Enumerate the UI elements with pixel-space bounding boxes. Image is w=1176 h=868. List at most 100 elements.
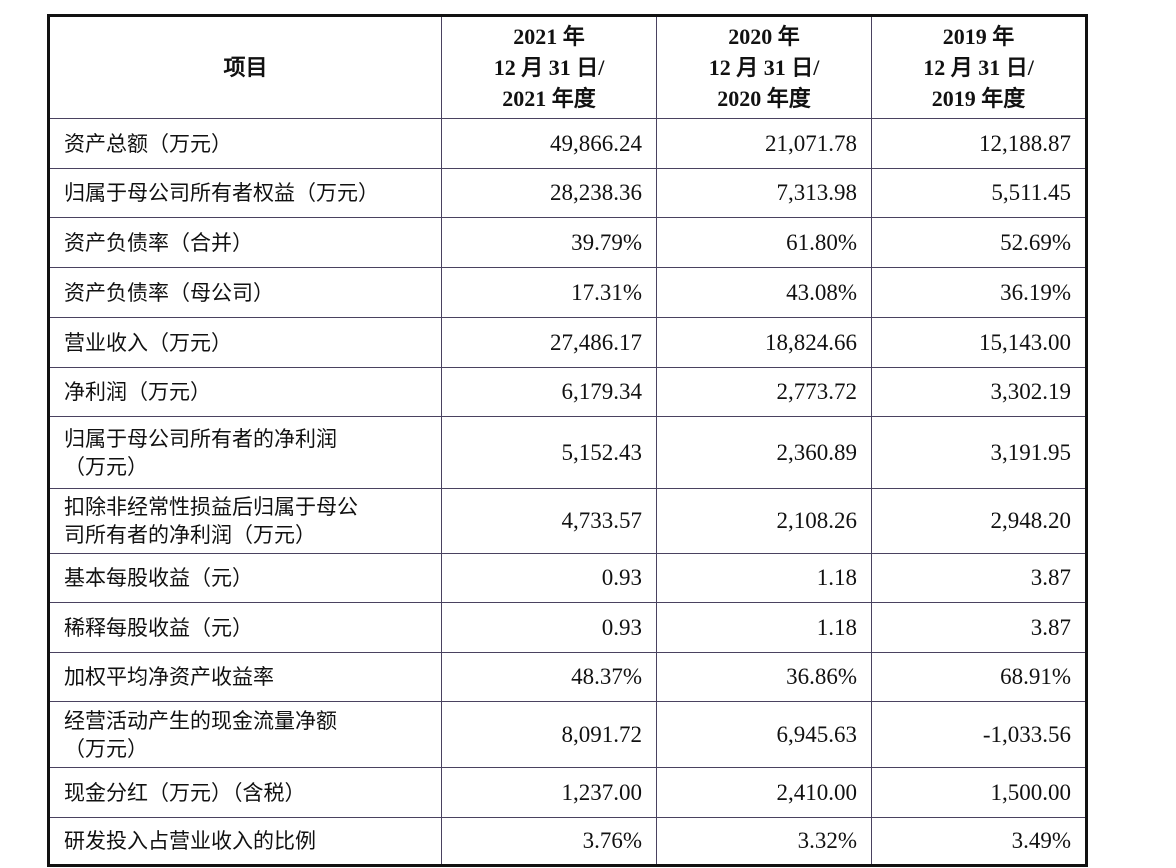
table-row: 归属于母公司所有者的净利润 （万元） 5,152.43 2,360.89 3,191.9… bbox=[48, 416, 1087, 489]
cell-value: 2,773.72 bbox=[656, 367, 872, 417]
header-year-2: 2020 年 12 月 31 日/2020 年度 bbox=[656, 15, 872, 119]
cell-value: -1,033.56 bbox=[871, 701, 1087, 768]
cell-value: 3.32% bbox=[656, 817, 872, 866]
cell-value: 2,410.00 bbox=[656, 767, 872, 818]
header-line: 2019 年度 bbox=[931, 86, 1026, 111]
row-label-line: 加权平均净资产收益率 bbox=[64, 665, 274, 689]
cell-value: 18,824.66 bbox=[656, 317, 872, 368]
table-row: 资产总额（万元） 49,866.24 21,071.78 12,188.87 bbox=[48, 118, 1087, 169]
row-label-line: 司所有者的净利润（万元） bbox=[64, 523, 316, 547]
row-label: 营业收入（万元） bbox=[48, 317, 442, 368]
row-label-line: 资产负债率（母公司） bbox=[64, 280, 274, 305]
cell-value: 15,143.00 bbox=[871, 317, 1087, 368]
cell-value: 0.93 bbox=[441, 553, 657, 603]
cell-value: 2,360.89 bbox=[656, 416, 872, 489]
header-item: 项目 bbox=[48, 15, 442, 119]
cell-value: 68.91% bbox=[871, 652, 1087, 702]
cell-value: 2,108.26 bbox=[656, 488, 872, 554]
row-label-line: （万元） bbox=[64, 736, 148, 761]
header-line: 2019 年 bbox=[942, 24, 1015, 49]
header-line: 12 月 31 日/ bbox=[493, 55, 605, 80]
table-row: 加权平均净资产收益率 48.37% 36.86% 68.91% bbox=[48, 652, 1087, 702]
row-label: 扣除非经常性损益后归属于母公 司所有者的净利润（万元） bbox=[48, 488, 442, 554]
row-label-line: 营业收入（万元） bbox=[64, 330, 232, 355]
row-label: 资产负债率（合并） bbox=[48, 217, 442, 268]
header-line: 2021 年度 bbox=[502, 86, 596, 111]
header-year-1: 2021 年 12 月 31 日/2021 年度 bbox=[441, 15, 657, 119]
row-label-line: 资产负债率（合并） bbox=[64, 230, 253, 255]
cell-value: 3,191.95 bbox=[871, 416, 1087, 489]
cell-value: 5,511.45 bbox=[871, 168, 1087, 218]
cell-value: 39.79% bbox=[441, 217, 657, 268]
row-label-line: 研发投入占营业收入的比例 bbox=[64, 829, 316, 853]
header-line: 2020 年 bbox=[728, 24, 800, 49]
header-line: 项目 bbox=[223, 55, 268, 80]
row-label-line: 基本每股收益（元） bbox=[64, 566, 253, 590]
cell-value: 48.37% bbox=[441, 652, 657, 702]
cell-value: 2,948.20 bbox=[871, 488, 1087, 554]
header-line: 2021 年 bbox=[513, 24, 585, 49]
row-label: 研发投入占营业收入的比例 bbox=[48, 817, 442, 866]
row-label: 归属于母公司所有者的净利润 （万元） bbox=[48, 416, 442, 489]
row-label: 经营活动产生的现金流量净额 （万元） bbox=[48, 701, 442, 768]
cell-value: 5,152.43 bbox=[441, 416, 657, 489]
row-label: 资产负债率（母公司） bbox=[48, 267, 442, 318]
row-label-line: 经营活动产生的现金流量净额 bbox=[64, 708, 337, 733]
cell-value: 3,302.19 bbox=[871, 367, 1087, 417]
row-label-line: 净利润（万元） bbox=[64, 380, 211, 404]
header-year-3: 2019 年 12 月 31 日/2019 年度 bbox=[871, 15, 1087, 119]
table-row: 营业收入（万元） 27,486.17 18,824.66 15,143.00 bbox=[48, 317, 1087, 368]
table-row: 稀释每股收益（元） 0.93 1.18 3.87 bbox=[48, 602, 1087, 653]
cell-value: 1.18 bbox=[656, 602, 872, 653]
row-label: 基本每股收益（元） bbox=[48, 553, 442, 603]
table-row: 基本每股收益（元） 0.93 1.18 3.87 bbox=[48, 553, 1087, 603]
row-label-line: （万元） bbox=[64, 454, 148, 479]
row-label-line: 归属于母公司所有者权益（万元） bbox=[64, 181, 379, 205]
cell-value: 43.08% bbox=[656, 267, 872, 318]
cell-value: 8,091.72 bbox=[441, 701, 657, 768]
cell-value: 28,238.36 bbox=[441, 168, 657, 218]
table-row: 扣除非经常性损益后归属于母公 司所有者的净利润（万元） 4,733.57 2,108.… bbox=[48, 488, 1087, 554]
cell-value: 3.76% bbox=[441, 817, 657, 866]
header-line: 2020 年度 bbox=[717, 86, 811, 111]
row-label-line: 现金分红（万元）（含税） bbox=[64, 780, 306, 805]
cell-value: 36.86% bbox=[656, 652, 872, 702]
cell-value: 6,945.63 bbox=[656, 701, 872, 768]
cell-value: 36.19% bbox=[871, 267, 1087, 318]
header-line: 12 月 31 日/ bbox=[708, 55, 820, 80]
table-row: 现金分红（万元）（含税） 1,237.00 2,410.00 1,500.00 bbox=[48, 767, 1087, 818]
table-row: 研发投入占营业收入的比例 3.76% 3.32% 3.49% bbox=[48, 817, 1087, 866]
cell-value: 52.69% bbox=[871, 217, 1087, 268]
row-label: 现金分红（万元）（含税） bbox=[48, 767, 442, 818]
row-label-line: 归属于母公司所有者的净利润 bbox=[64, 426, 337, 451]
financial-summary-table: 项目 2021 年 12 月 31 日/2021 年度 2020 年 12 月 31 日… bbox=[47, 14, 1088, 867]
table-row: 净利润（万元） 6,179.34 2,773.72 3,302.19 bbox=[48, 367, 1087, 417]
header-line: 12 月 31 日/ bbox=[923, 55, 1034, 80]
cell-value: 12,188.87 bbox=[871, 118, 1087, 169]
cell-value: 49,866.24 bbox=[441, 118, 657, 169]
cell-value: 17.31% bbox=[441, 267, 657, 318]
cell-value: 3.87 bbox=[871, 602, 1087, 653]
cell-value: 0.93 bbox=[441, 602, 657, 653]
cell-value: 1,500.00 bbox=[871, 767, 1087, 818]
header-row: 项目 2021 年 12 月 31 日/2021 年度 2020 年 12 月 31 日… bbox=[48, 15, 1087, 119]
row-label: 归属于母公司所有者权益（万元） bbox=[48, 168, 442, 218]
cell-value: 1.18 bbox=[656, 553, 872, 603]
row-label: 加权平均净资产收益率 bbox=[48, 652, 442, 702]
cell-value: 61.80% bbox=[656, 217, 872, 268]
row-label-line: 扣除非经常性损益后归属于母公 bbox=[64, 495, 358, 519]
cell-value: 3.87 bbox=[871, 553, 1087, 603]
row-label: 资产总额（万元） bbox=[48, 118, 442, 169]
cell-value: 6,179.34 bbox=[441, 367, 657, 417]
row-label: 稀释每股收益（元） bbox=[48, 602, 442, 653]
table-row: 资产负债率（合并） 39.79% 61.80% 52.69% bbox=[48, 217, 1087, 268]
cell-value: 4,733.57 bbox=[441, 488, 657, 554]
table-row: 归属于母公司所有者权益（万元） 28,238.36 7,313.98 5,511.45 bbox=[48, 168, 1087, 218]
cell-value: 7,313.98 bbox=[656, 168, 872, 218]
cell-value: 27,486.17 bbox=[441, 317, 657, 368]
cell-value: 1,237.00 bbox=[441, 767, 657, 818]
table-row: 经营活动产生的现金流量净额 （万元） 8,091.72 6,945.63 -1,033.… bbox=[48, 701, 1087, 768]
row-label-line: 稀释每股收益（元） bbox=[64, 615, 253, 640]
row-label: 净利润（万元） bbox=[48, 367, 442, 417]
row-label-line: 资产总额（万元） bbox=[64, 131, 232, 156]
